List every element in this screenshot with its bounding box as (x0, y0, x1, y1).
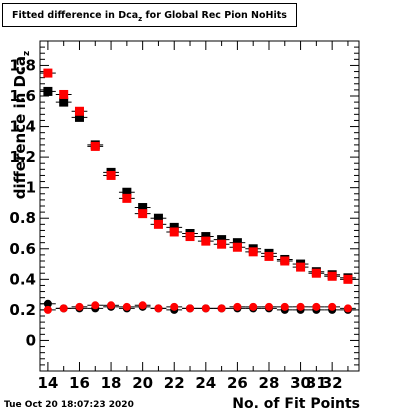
x-tick-label: 24 (195, 374, 216, 392)
data-point (185, 232, 195, 242)
data-point (201, 236, 211, 246)
x-tick-label: 18 (101, 374, 122, 392)
data-point (75, 302, 84, 311)
data-point (122, 193, 132, 203)
x-tick-label: 28 (259, 374, 280, 392)
data-point (217, 239, 227, 249)
data-point (169, 222, 179, 232)
data-point (43, 86, 53, 96)
data-point (169, 227, 179, 237)
x-tick-label: 31 (306, 374, 327, 392)
datestamp: Tue Oct 20 18:07:23 2020 (4, 400, 134, 410)
data-point (59, 304, 68, 313)
data-point (122, 187, 132, 197)
y-tick-label: 0.6 (9, 240, 36, 258)
data-point (90, 141, 100, 151)
x-tick-label: 32 (322, 374, 343, 392)
data-point (343, 304, 352, 313)
data-point (107, 301, 116, 310)
tick-labels: 0 0.2 0.4 0.6 0.8 1 1.2 1.4 1.6 1.8 14 16 18 20 22 24 26… (9, 56, 342, 392)
data-point (327, 271, 337, 281)
data-point (59, 97, 69, 107)
data-point (217, 235, 227, 245)
data-point (74, 112, 84, 122)
data-point (138, 209, 148, 219)
data-point (264, 251, 274, 261)
data-point (153, 213, 163, 223)
data-point (153, 219, 163, 229)
data-point (74, 106, 84, 116)
y-tick-label: 1.6 (9, 87, 36, 105)
data-point (232, 238, 242, 248)
data-point (264, 302, 273, 311)
y-tick-label: 1 (26, 179, 36, 197)
data-point (280, 256, 290, 266)
data-point (106, 170, 116, 180)
data-point (311, 268, 321, 278)
x-tick-label: 16 (69, 374, 90, 392)
data-point (343, 274, 353, 284)
chart-title-main: Fitted difference in Dca (12, 10, 139, 21)
x-axis-label: No. of Fit Points (232, 396, 360, 412)
data-point (138, 203, 148, 213)
data-point (91, 301, 100, 310)
data-point (232, 242, 242, 252)
chart-title-suffix: for Global Rec Pion NoHits (142, 10, 287, 21)
x-tick-label: 14 (37, 374, 58, 392)
x-tick-label: 22 (164, 374, 185, 392)
y-axis-label-subscript: z (22, 50, 32, 56)
chart-title: Fitted difference in Dcaz for Global Rec… (2, 3, 297, 27)
x-tick-label: 26 (227, 374, 248, 392)
y-tick-label: 0 (26, 331, 36, 349)
data-point (43, 68, 53, 78)
data-point (201, 232, 211, 242)
data-point (43, 299, 52, 308)
data-point (122, 302, 131, 311)
data-markers (40, 68, 356, 314)
y-axis-label: difference in Dcaz (11, 50, 32, 200)
data-point (233, 302, 242, 311)
y-tick-label: 1.4 (9, 118, 36, 136)
data-point (312, 302, 321, 311)
data-point (138, 301, 147, 310)
y-tick-label: 0.8 (9, 209, 36, 227)
data-point (280, 302, 289, 311)
data-point (249, 302, 258, 311)
data-point (217, 304, 226, 313)
data-point (296, 262, 306, 272)
data-point (328, 302, 337, 311)
data-point (154, 304, 163, 313)
x-tick-label: 30 (290, 374, 311, 392)
chart-title-subscript: z (138, 15, 143, 23)
axis-ticks (40, 40, 359, 372)
y-tick-label: 0.4 (9, 270, 36, 288)
x-tick-label: 20 (132, 374, 153, 392)
y-tick-label: 1.8 (9, 56, 36, 74)
data-point (248, 247, 258, 257)
data-point (201, 304, 210, 313)
data-point (296, 302, 305, 311)
y-tick-label: 1.2 (9, 148, 36, 166)
data-point (43, 305, 52, 314)
data-point (59, 89, 69, 99)
data-point (170, 302, 179, 311)
plot-frame (39, 40, 360, 372)
data-point (186, 304, 195, 313)
y-tick-label: 0.2 (9, 301, 36, 319)
y-axis-label-main: difference in Dca (11, 56, 29, 200)
